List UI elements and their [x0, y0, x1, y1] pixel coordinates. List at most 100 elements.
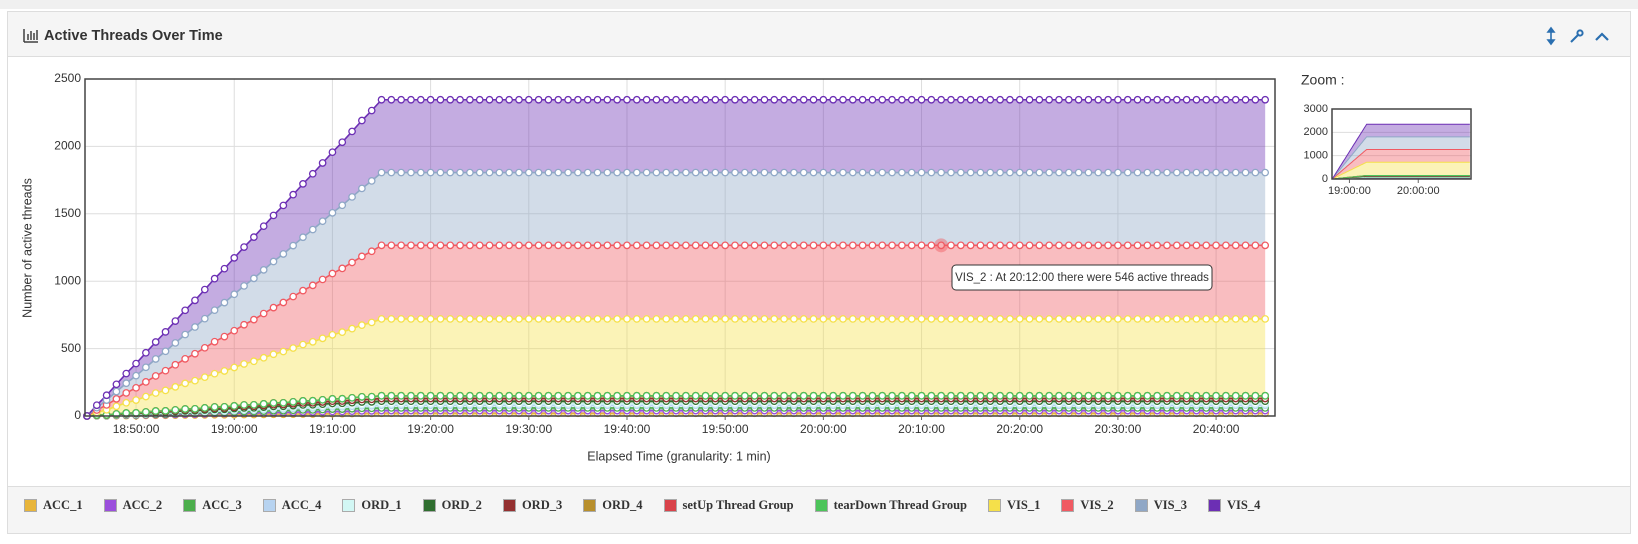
legend-label: ACC_4 — [281, 498, 322, 512]
point — [1045, 241, 1054, 250]
tooltip-text: VIS_2 : At 20:12:00 there were 546 activ… — [955, 272, 1209, 284]
point — [613, 168, 622, 177]
point — [495, 241, 504, 250]
resize-icon[interactable] — [1546, 26, 1556, 46]
point — [829, 315, 838, 323]
legend-item[interactable]: ACC_4 — [262, 498, 322, 513]
point — [289, 241, 298, 250]
point — [505, 241, 514, 250]
point — [907, 241, 916, 250]
point — [1074, 391, 1083, 400]
point — [1015, 391, 1024, 400]
point — [996, 95, 1004, 104]
point — [92, 401, 101, 410]
point — [318, 275, 327, 284]
point — [1153, 241, 1162, 250]
point — [456, 241, 464, 250]
point — [1074, 315, 1083, 323]
y-tick-label: 2500 — [54, 71, 81, 85]
point — [358, 321, 366, 329]
point — [662, 391, 671, 400]
point — [191, 376, 199, 385]
point — [996, 168, 1004, 177]
point — [171, 406, 180, 414]
point — [142, 392, 150, 401]
legend-item[interactable]: ORD_2 — [422, 498, 482, 513]
point — [416, 95, 425, 104]
legend-item[interactable]: ACC_2 — [103, 498, 162, 513]
point — [750, 315, 759, 323]
point — [731, 95, 739, 104]
point — [1055, 168, 1063, 177]
point — [250, 233, 258, 241]
legend-item[interactable]: VIS_4 — [1208, 498, 1260, 513]
legend-label: VIS_1 — [1007, 498, 1041, 512]
legend-item[interactable]: tearDown Thread Group — [814, 498, 967, 513]
point — [691, 168, 700, 177]
point — [338, 138, 347, 147]
point — [269, 303, 278, 312]
legend-item[interactable]: setUp Thread Group — [663, 498, 794, 513]
point — [760, 95, 769, 104]
point — [701, 391, 710, 400]
point — [593, 95, 602, 104]
point — [348, 127, 356, 136]
point — [750, 168, 759, 177]
point — [1064, 95, 1073, 104]
point — [986, 241, 995, 250]
point — [1143, 241, 1152, 250]
plot-frame — [84, 78, 1276, 417]
point — [1163, 391, 1171, 400]
point — [515, 168, 523, 177]
point — [122, 369, 131, 378]
point — [505, 391, 514, 400]
legend-item[interactable]: ORD_3 — [502, 498, 562, 513]
point — [446, 168, 455, 177]
point — [750, 95, 759, 104]
point — [632, 315, 641, 323]
legend-item[interactable]: ACC_1 — [24, 498, 83, 513]
point — [1182, 95, 1191, 104]
legend-swatch — [663, 499, 677, 512]
x-tick-label: 20:00:00 — [800, 422, 847, 436]
point — [750, 391, 759, 400]
top-band — [0, 0, 1638, 9]
point — [711, 391, 720, 400]
point — [672, 391, 680, 400]
point — [1114, 95, 1122, 104]
point — [1251, 315, 1260, 323]
point — [564, 241, 572, 250]
settings-icon[interactable] — [1570, 29, 1584, 43]
legend-item[interactable]: ORD_1 — [342, 498, 402, 513]
point — [328, 331, 337, 339]
point — [799, 391, 808, 400]
point — [829, 95, 838, 104]
point — [986, 95, 995, 104]
point — [574, 391, 582, 400]
point — [1222, 391, 1230, 400]
point — [524, 241, 533, 250]
collapse-icon[interactable] — [1595, 32, 1609, 41]
point — [446, 241, 455, 250]
legend-item[interactable]: VIS_3 — [1134, 498, 1187, 513]
legend-item[interactable]: ORD_4 — [583, 498, 643, 513]
overview-plot — [1331, 123, 1470, 180]
x-tick-label: 20:20:00 — [996, 422, 1043, 436]
point — [564, 168, 572, 177]
point — [662, 241, 671, 250]
point — [1182, 315, 1191, 323]
point — [161, 386, 170, 395]
point — [613, 241, 622, 250]
point — [917, 168, 926, 177]
legend-item[interactable]: VIS_2 — [1061, 498, 1114, 513]
point — [691, 315, 700, 323]
point — [937, 315, 946, 323]
legend-item[interactable]: ACC_3 — [183, 498, 242, 513]
legend-item[interactable]: VIS_1 — [988, 498, 1040, 513]
point — [1104, 241, 1112, 250]
legend-label: tearDown Thread Group — [833, 498, 967, 512]
point — [701, 241, 710, 250]
point — [996, 391, 1004, 400]
point — [416, 241, 425, 250]
point — [348, 193, 356, 201]
